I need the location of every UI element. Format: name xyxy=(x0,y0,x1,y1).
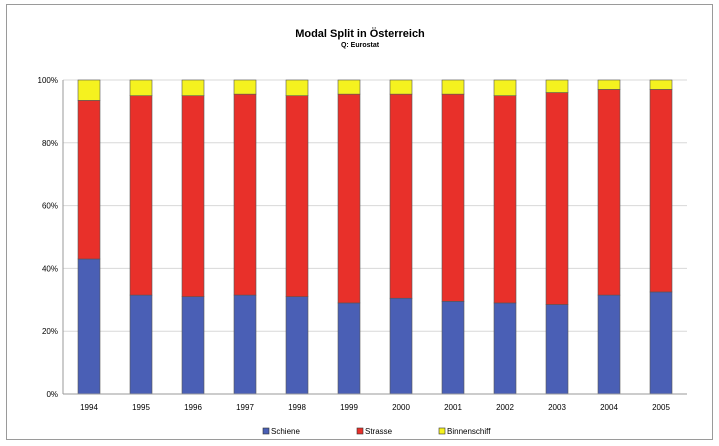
bar-segment-strasse-2001 xyxy=(441,93,465,302)
bar-segment-strasse-1998 xyxy=(285,95,309,297)
x-tick-label: 1995 xyxy=(132,403,150,412)
bar-segment-binnenschiff-1999 xyxy=(337,79,361,95)
bar-segment-binnenschiff-1996 xyxy=(181,79,205,96)
bar-segment-schiene-1999 xyxy=(337,302,361,395)
bar-segment-schiene-2002 xyxy=(493,302,517,395)
y-tick-label: 40% xyxy=(42,264,58,273)
y-tick-label: 0% xyxy=(46,390,58,399)
bars xyxy=(77,79,673,395)
legend-swatch-strasse xyxy=(356,427,364,435)
y-tick-label: 80% xyxy=(42,139,58,148)
x-tick-label: 1999 xyxy=(340,403,358,412)
y-axis: 0% 20% 40% 60% 80% 100% xyxy=(38,76,64,399)
bar-segment-schiene-2004 xyxy=(597,294,621,395)
bar-segment-strasse-2003 xyxy=(545,92,569,305)
bar-segment-binnenschiff-1994 xyxy=(77,79,101,101)
legend-swatch-schiene xyxy=(262,427,270,435)
bar-segment-schiene-1997 xyxy=(233,294,257,395)
bar-segment-binnenschiff-1998 xyxy=(285,79,309,96)
chart-subtitle: Q: Eurostat xyxy=(341,42,380,49)
bar-segment-strasse-1999 xyxy=(337,93,361,304)
bar-segment-schiene-1996 xyxy=(181,296,205,395)
bar-segment-strasse-2004 xyxy=(597,89,621,296)
bar-segment-schiene-2000 xyxy=(389,297,413,395)
bar-segment-binnenschiff-1995 xyxy=(129,79,153,96)
bar-segment-schiene-2003 xyxy=(545,304,569,395)
bar-segment-binnenschiff-2003 xyxy=(545,79,569,93)
x-tick-label: 1997 xyxy=(236,403,254,412)
x-tick-label: 2001 xyxy=(444,403,462,412)
x-axis: 1994 1995 1996 1997 1998 1999 2000 2001 2002 2003… xyxy=(63,393,687,412)
x-tick-label: 2000 xyxy=(392,403,410,412)
y-tick-label: 20% xyxy=(42,327,58,336)
bar-segment-strasse-1995 xyxy=(129,95,153,296)
x-tick-label: 1994 xyxy=(80,403,98,412)
bar-segment-schiene-1998 xyxy=(285,296,309,395)
bar-segment-binnenschiff-1997 xyxy=(233,79,257,95)
chart-frame: Modal Split in Österreich Q: Eurostat 0%… xyxy=(6,4,713,440)
bar-segment-schiene-1995 xyxy=(129,294,153,395)
x-tick-label: 1998 xyxy=(288,403,306,412)
bar-segment-strasse-1994 xyxy=(77,100,101,260)
legend-label-binnenschiff: Binnenschiff xyxy=(447,427,491,436)
bar-segment-strasse-1997 xyxy=(233,93,257,296)
stacked-bar-chart: Modal Split in Österreich Q: Eurostat 0%… xyxy=(38,27,687,436)
x-tick-label: 1996 xyxy=(184,403,202,412)
bar-segment-strasse-1996 xyxy=(181,95,205,297)
x-tick-label: 2002 xyxy=(496,403,514,412)
legend: Schiene Strasse Binnenschiff xyxy=(262,427,491,436)
bar-segment-binnenschiff-2002 xyxy=(493,79,517,96)
bar-segment-strasse-2002 xyxy=(493,95,517,304)
y-tick-label: 100% xyxy=(38,76,58,85)
bar-segment-binnenschiff-2001 xyxy=(441,79,465,95)
legend-label-schiene: Schiene xyxy=(271,427,300,436)
gridlines xyxy=(63,79,687,395)
x-tick-label: 2004 xyxy=(600,403,618,412)
x-tick-label: 2003 xyxy=(548,403,566,412)
bar-segment-schiene-1994 xyxy=(77,258,101,395)
x-tick-label: 2005 xyxy=(652,403,670,412)
chart-title: Modal Split in Österreich xyxy=(295,27,425,40)
bar-segment-binnenschiff-2005 xyxy=(649,79,673,90)
bar-segment-binnenschiff-2004 xyxy=(597,79,621,90)
bar-segment-strasse-2005 xyxy=(649,89,673,293)
bar-segment-schiene-2005 xyxy=(649,291,673,395)
y-tick-label: 60% xyxy=(42,202,58,211)
bar-segment-strasse-2000 xyxy=(389,93,413,299)
bar-segment-binnenschiff-2000 xyxy=(389,79,413,95)
bar-segment-schiene-2001 xyxy=(441,301,465,395)
legend-label-strasse: Strasse xyxy=(365,427,393,436)
legend-swatch-binnenschiff xyxy=(438,427,446,435)
